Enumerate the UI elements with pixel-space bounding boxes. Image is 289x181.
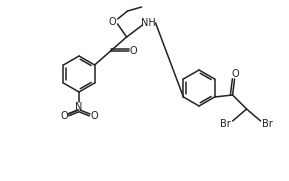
Text: O: O: [90, 111, 98, 121]
Text: O: O: [232, 69, 239, 79]
Text: N: N: [75, 102, 83, 112]
Text: O: O: [130, 46, 137, 56]
Text: Br: Br: [262, 119, 273, 129]
Text: NH: NH: [141, 18, 156, 28]
Text: Br: Br: [220, 119, 231, 129]
Text: O: O: [109, 17, 116, 27]
Text: O: O: [60, 111, 68, 121]
